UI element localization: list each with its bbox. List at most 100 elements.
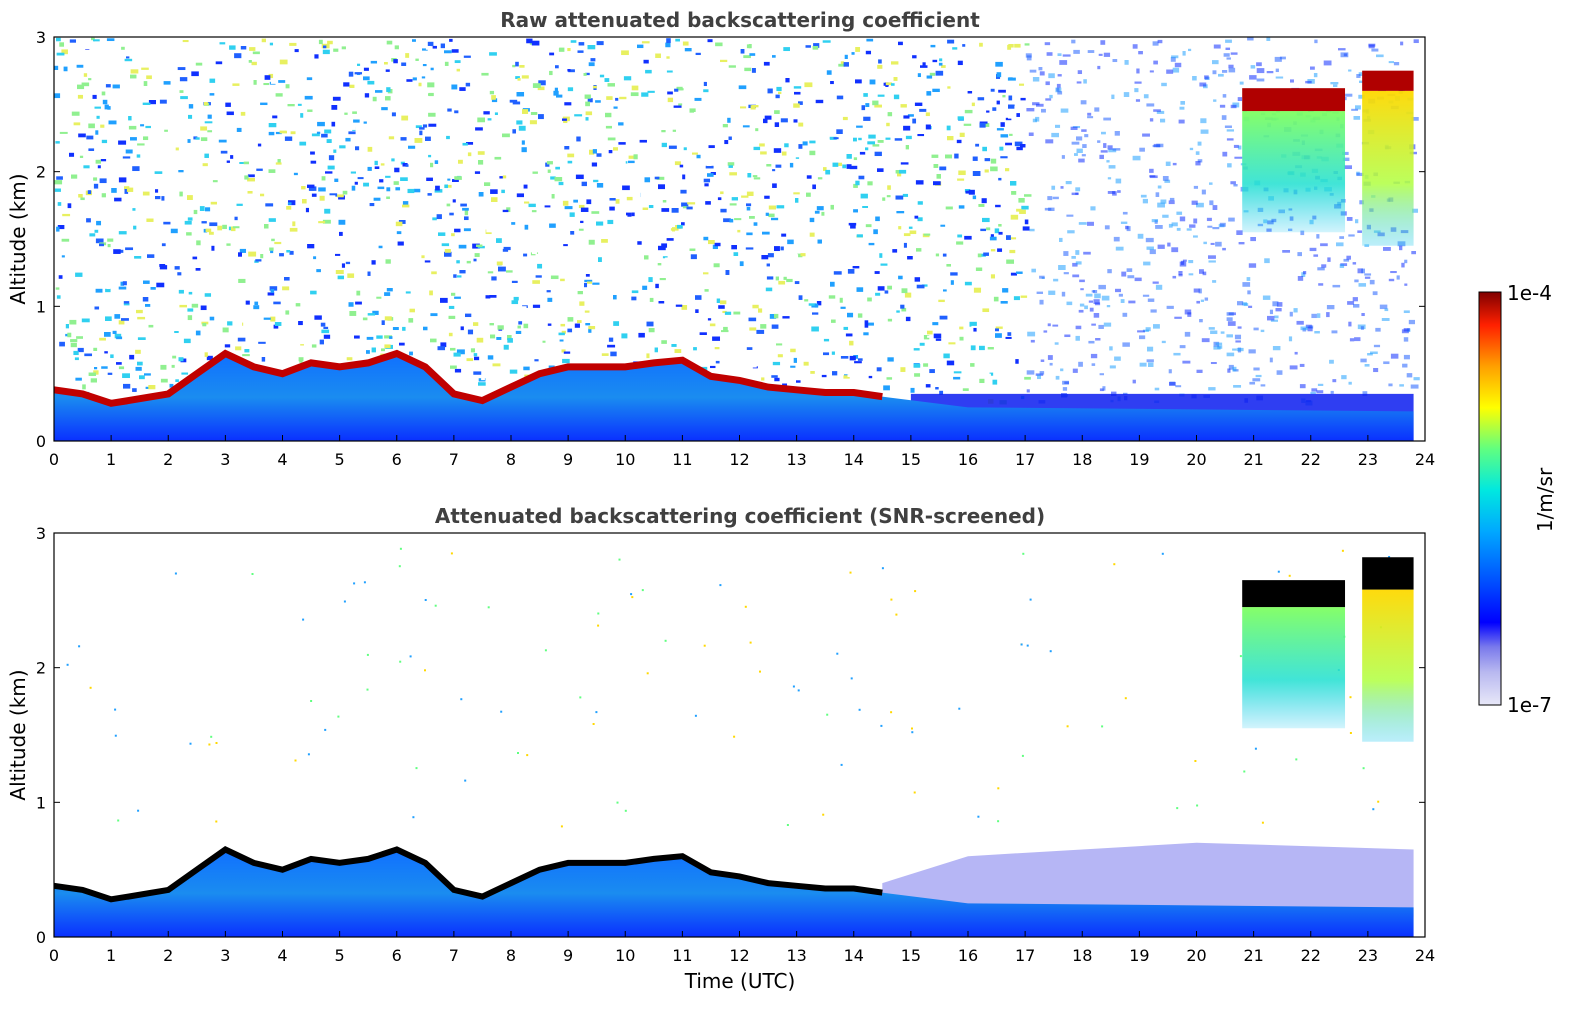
raw-noise-speck bbox=[419, 326, 425, 331]
raw-noise-speck bbox=[354, 335, 360, 339]
raw-noise-speck bbox=[244, 175, 249, 180]
raw-noise-speck bbox=[1225, 39, 1232, 43]
raw-noise-speck bbox=[284, 277, 290, 281]
raw-noise-speck bbox=[299, 141, 307, 146]
raw-noise-speck bbox=[842, 116, 848, 121]
raw-noise-speck bbox=[333, 48, 339, 52]
raw-noise-speck bbox=[1039, 371, 1045, 375]
raw-noise-speck bbox=[1143, 261, 1151, 266]
raw-noise-speck bbox=[1276, 302, 1283, 307]
raw-noise-speck bbox=[740, 106, 747, 109]
raw-noise-speck bbox=[980, 253, 986, 257]
raw-noise-speck bbox=[394, 45, 399, 50]
raw-noise-speck bbox=[989, 372, 994, 376]
raw-noise-speck bbox=[972, 156, 978, 161]
raw-noise-speck bbox=[746, 191, 754, 196]
raw-noise-speck bbox=[1232, 366, 1237, 372]
raw-noise-speck bbox=[1063, 272, 1069, 275]
raw-noise-speck bbox=[766, 276, 774, 280]
raw-noise-speck bbox=[118, 249, 124, 253]
raw-noise-speck bbox=[915, 261, 921, 264]
raw-noise-speck bbox=[661, 130, 666, 133]
raw-noise-speck bbox=[450, 347, 456, 351]
raw-noise-speck bbox=[1248, 305, 1253, 308]
snr-x-tick-label: 7 bbox=[449, 946, 459, 965]
raw-noise-speck bbox=[589, 149, 595, 155]
raw-noise-speck bbox=[765, 212, 769, 216]
snr-speck bbox=[890, 711, 893, 714]
raw-noise-speck bbox=[982, 308, 990, 313]
raw-noise-speck bbox=[1142, 329, 1149, 332]
raw-noise-speck bbox=[263, 83, 270, 86]
raw-noise-speck bbox=[562, 200, 569, 206]
raw-noise-speck bbox=[376, 335, 383, 339]
raw-noise-speck bbox=[1057, 53, 1062, 57]
raw-noise-speck bbox=[724, 311, 732, 315]
raw-noise-speck bbox=[459, 87, 466, 91]
raw-noise-speck bbox=[967, 70, 973, 74]
raw-noise-speck bbox=[421, 255, 425, 259]
raw-noise-speck bbox=[224, 344, 231, 348]
raw-noise-speck bbox=[270, 316, 276, 322]
raw-noise-speck bbox=[69, 319, 77, 325]
raw-noise-speck bbox=[1115, 178, 1122, 184]
raw-noise-speck bbox=[188, 64, 194, 68]
raw-noise-speck bbox=[656, 176, 665, 180]
raw-noise-speck bbox=[481, 377, 485, 381]
raw-noise-speck bbox=[546, 290, 551, 293]
raw-noise-speck bbox=[1399, 245, 1403, 251]
raw-noise-speck bbox=[298, 269, 307, 275]
raw-noise-speck bbox=[1272, 301, 1279, 307]
raw-noise-speck bbox=[212, 180, 218, 183]
raw-noise-speck bbox=[832, 162, 839, 167]
raw-noise-speck bbox=[1045, 98, 1052, 101]
raw-noise-speck bbox=[1346, 217, 1353, 221]
raw-noise-speck bbox=[823, 167, 827, 171]
raw-noise-speck bbox=[1113, 236, 1120, 242]
raw-noise-speck bbox=[99, 200, 103, 205]
snr-speck bbox=[895, 613, 898, 616]
raw-noise-speck bbox=[506, 270, 513, 273]
raw-noise-speck bbox=[609, 198, 616, 201]
raw-noise-speck bbox=[1175, 385, 1182, 388]
raw-noise-speck bbox=[573, 199, 578, 203]
raw-noise-speck bbox=[195, 62, 203, 66]
raw-noise-speck bbox=[592, 149, 597, 154]
raw-noise-speck bbox=[847, 312, 854, 318]
raw-noise-speck bbox=[939, 315, 948, 320]
raw-noise-speck bbox=[945, 154, 953, 159]
raw-noise-speck bbox=[781, 151, 787, 156]
raw-noise-speck bbox=[318, 39, 323, 45]
raw-noise-speck bbox=[767, 88, 773, 94]
raw-noise-speck bbox=[238, 278, 246, 283]
raw-noise-speck bbox=[1048, 73, 1055, 79]
raw-noise-speck bbox=[1317, 267, 1325, 271]
raw-noise-speck bbox=[1112, 148, 1121, 151]
raw-noise-speck bbox=[447, 178, 451, 181]
snr-speck bbox=[880, 724, 883, 727]
raw-x-tick-label: 18 bbox=[1072, 450, 1092, 469]
raw-noise-speck bbox=[309, 187, 315, 191]
raw-noise-speck bbox=[606, 96, 613, 100]
snr-speck bbox=[1349, 696, 1352, 699]
raw-noise-speck bbox=[384, 62, 388, 65]
raw-noise-speck bbox=[957, 60, 963, 66]
raw-noise-speck bbox=[847, 269, 855, 274]
raw-noise-speck bbox=[1390, 353, 1399, 359]
snr-speck bbox=[1026, 644, 1029, 647]
raw-noise-speck bbox=[1161, 82, 1167, 87]
raw-x-tick-label: 12 bbox=[729, 450, 749, 469]
raw-noise-speck bbox=[99, 243, 104, 247]
raw-noise-speck bbox=[593, 179, 599, 183]
raw-noise-speck bbox=[240, 111, 246, 116]
snr-speck bbox=[1372, 808, 1375, 811]
raw-noise-speck bbox=[1379, 304, 1388, 310]
raw-noise-speck bbox=[261, 348, 267, 353]
raw-noise-speck bbox=[1087, 116, 1094, 119]
raw-noise-speck bbox=[211, 245, 215, 251]
raw-noise-speck bbox=[88, 372, 96, 376]
raw-noise-speck bbox=[134, 256, 142, 259]
raw-noise-speck bbox=[172, 355, 177, 359]
raw-noise-speck bbox=[1062, 54, 1071, 57]
